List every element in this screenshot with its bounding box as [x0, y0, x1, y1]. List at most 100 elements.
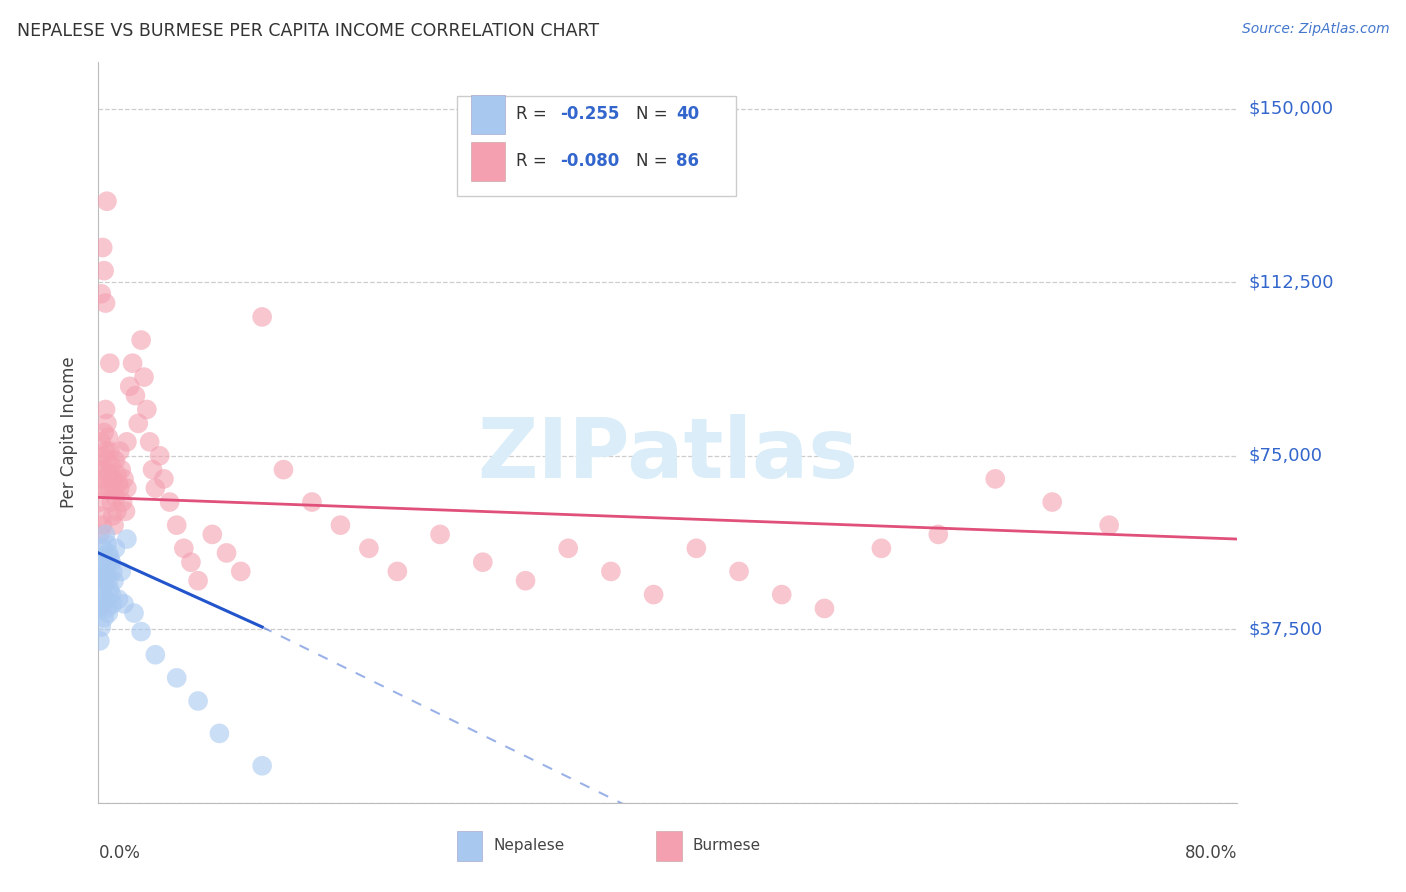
Point [96, 417, 118, 431]
Point [273, 462, 295, 476]
FancyBboxPatch shape [471, 142, 505, 181]
Point [250, 758, 273, 772]
Point [89, 574, 111, 588]
Point [98, 444, 121, 458]
Text: 0.0%: 0.0% [98, 844, 141, 862]
Point [301, 495, 323, 509]
Point [118, 379, 141, 393]
Point [90, 472, 112, 486]
Point [91, 541, 114, 556]
Point [110, 565, 132, 579]
Point [153, 472, 176, 486]
Point [94, 559, 117, 574]
Point [112, 597, 135, 611]
Point [97, 430, 120, 444]
Point [110, 462, 132, 476]
Point [90, 620, 112, 634]
FancyBboxPatch shape [457, 95, 737, 195]
Text: -0.255: -0.255 [560, 105, 619, 123]
Point [94, 296, 117, 310]
Text: Burmese: Burmese [693, 838, 761, 854]
Point [98, 550, 121, 565]
Point [115, 532, 138, 546]
Point [103, 481, 125, 495]
Point [643, 588, 665, 602]
Point [98, 582, 121, 597]
Point [129, 333, 152, 347]
Point [124, 388, 146, 402]
Point [108, 481, 131, 495]
Point [141, 462, 163, 476]
Point [93, 578, 115, 592]
Point [91, 240, 114, 255]
Point [94, 481, 117, 495]
Point [166, 518, 188, 533]
Point [90, 555, 112, 569]
Point [89, 527, 111, 541]
Point [104, 491, 127, 505]
Text: 86: 86 [676, 153, 699, 170]
Point [96, 536, 118, 550]
Point [93, 550, 115, 565]
Point [927, 527, 949, 541]
Point [145, 648, 167, 662]
Point [870, 541, 893, 556]
Point [98, 356, 121, 370]
Text: Source: ZipAtlas.com: Source: ZipAtlas.com [1241, 22, 1389, 37]
Point [122, 606, 145, 620]
Point [93, 425, 115, 440]
Point [96, 601, 118, 615]
Point [104, 541, 127, 556]
Point [149, 449, 172, 463]
Point [813, 601, 835, 615]
Point [89, 495, 111, 509]
Point [201, 527, 224, 541]
Point [93, 263, 115, 277]
Point [115, 434, 138, 449]
Y-axis label: Per Capita Income: Per Capita Income [59, 357, 77, 508]
Text: N =: N = [636, 153, 673, 170]
Point [770, 588, 793, 602]
Point [94, 444, 117, 458]
Point [96, 453, 118, 467]
Point [515, 574, 537, 588]
FancyBboxPatch shape [657, 831, 682, 861]
Point [329, 518, 352, 533]
Point [90, 582, 112, 597]
Point [105, 504, 128, 518]
Point [229, 565, 252, 579]
Text: $37,500: $37,500 [1249, 620, 1323, 639]
Point [97, 467, 120, 482]
Point [129, 624, 152, 639]
Point [132, 370, 155, 384]
Point [103, 574, 125, 588]
Point [91, 597, 114, 611]
Point [97, 606, 120, 620]
Point [600, 565, 623, 579]
Point [97, 546, 120, 560]
Point [145, 481, 167, 495]
Text: N =: N = [636, 105, 673, 123]
Point [685, 541, 707, 556]
Text: 40: 40 [676, 105, 699, 123]
Point [90, 508, 112, 523]
Point [114, 504, 136, 518]
Point [91, 565, 114, 579]
Point [357, 541, 380, 556]
Point [94, 527, 117, 541]
Point [108, 444, 131, 458]
Point [101, 565, 124, 579]
Text: Nepalese: Nepalese [494, 838, 565, 854]
Point [89, 462, 111, 476]
Point [187, 574, 209, 588]
Point [90, 434, 112, 449]
Point [115, 481, 138, 495]
Text: 80.0%: 80.0% [1185, 844, 1237, 862]
Point [429, 527, 451, 541]
Point [100, 495, 122, 509]
Point [1098, 518, 1121, 533]
FancyBboxPatch shape [457, 831, 482, 861]
Point [100, 458, 122, 472]
Point [387, 565, 409, 579]
Point [101, 597, 124, 611]
